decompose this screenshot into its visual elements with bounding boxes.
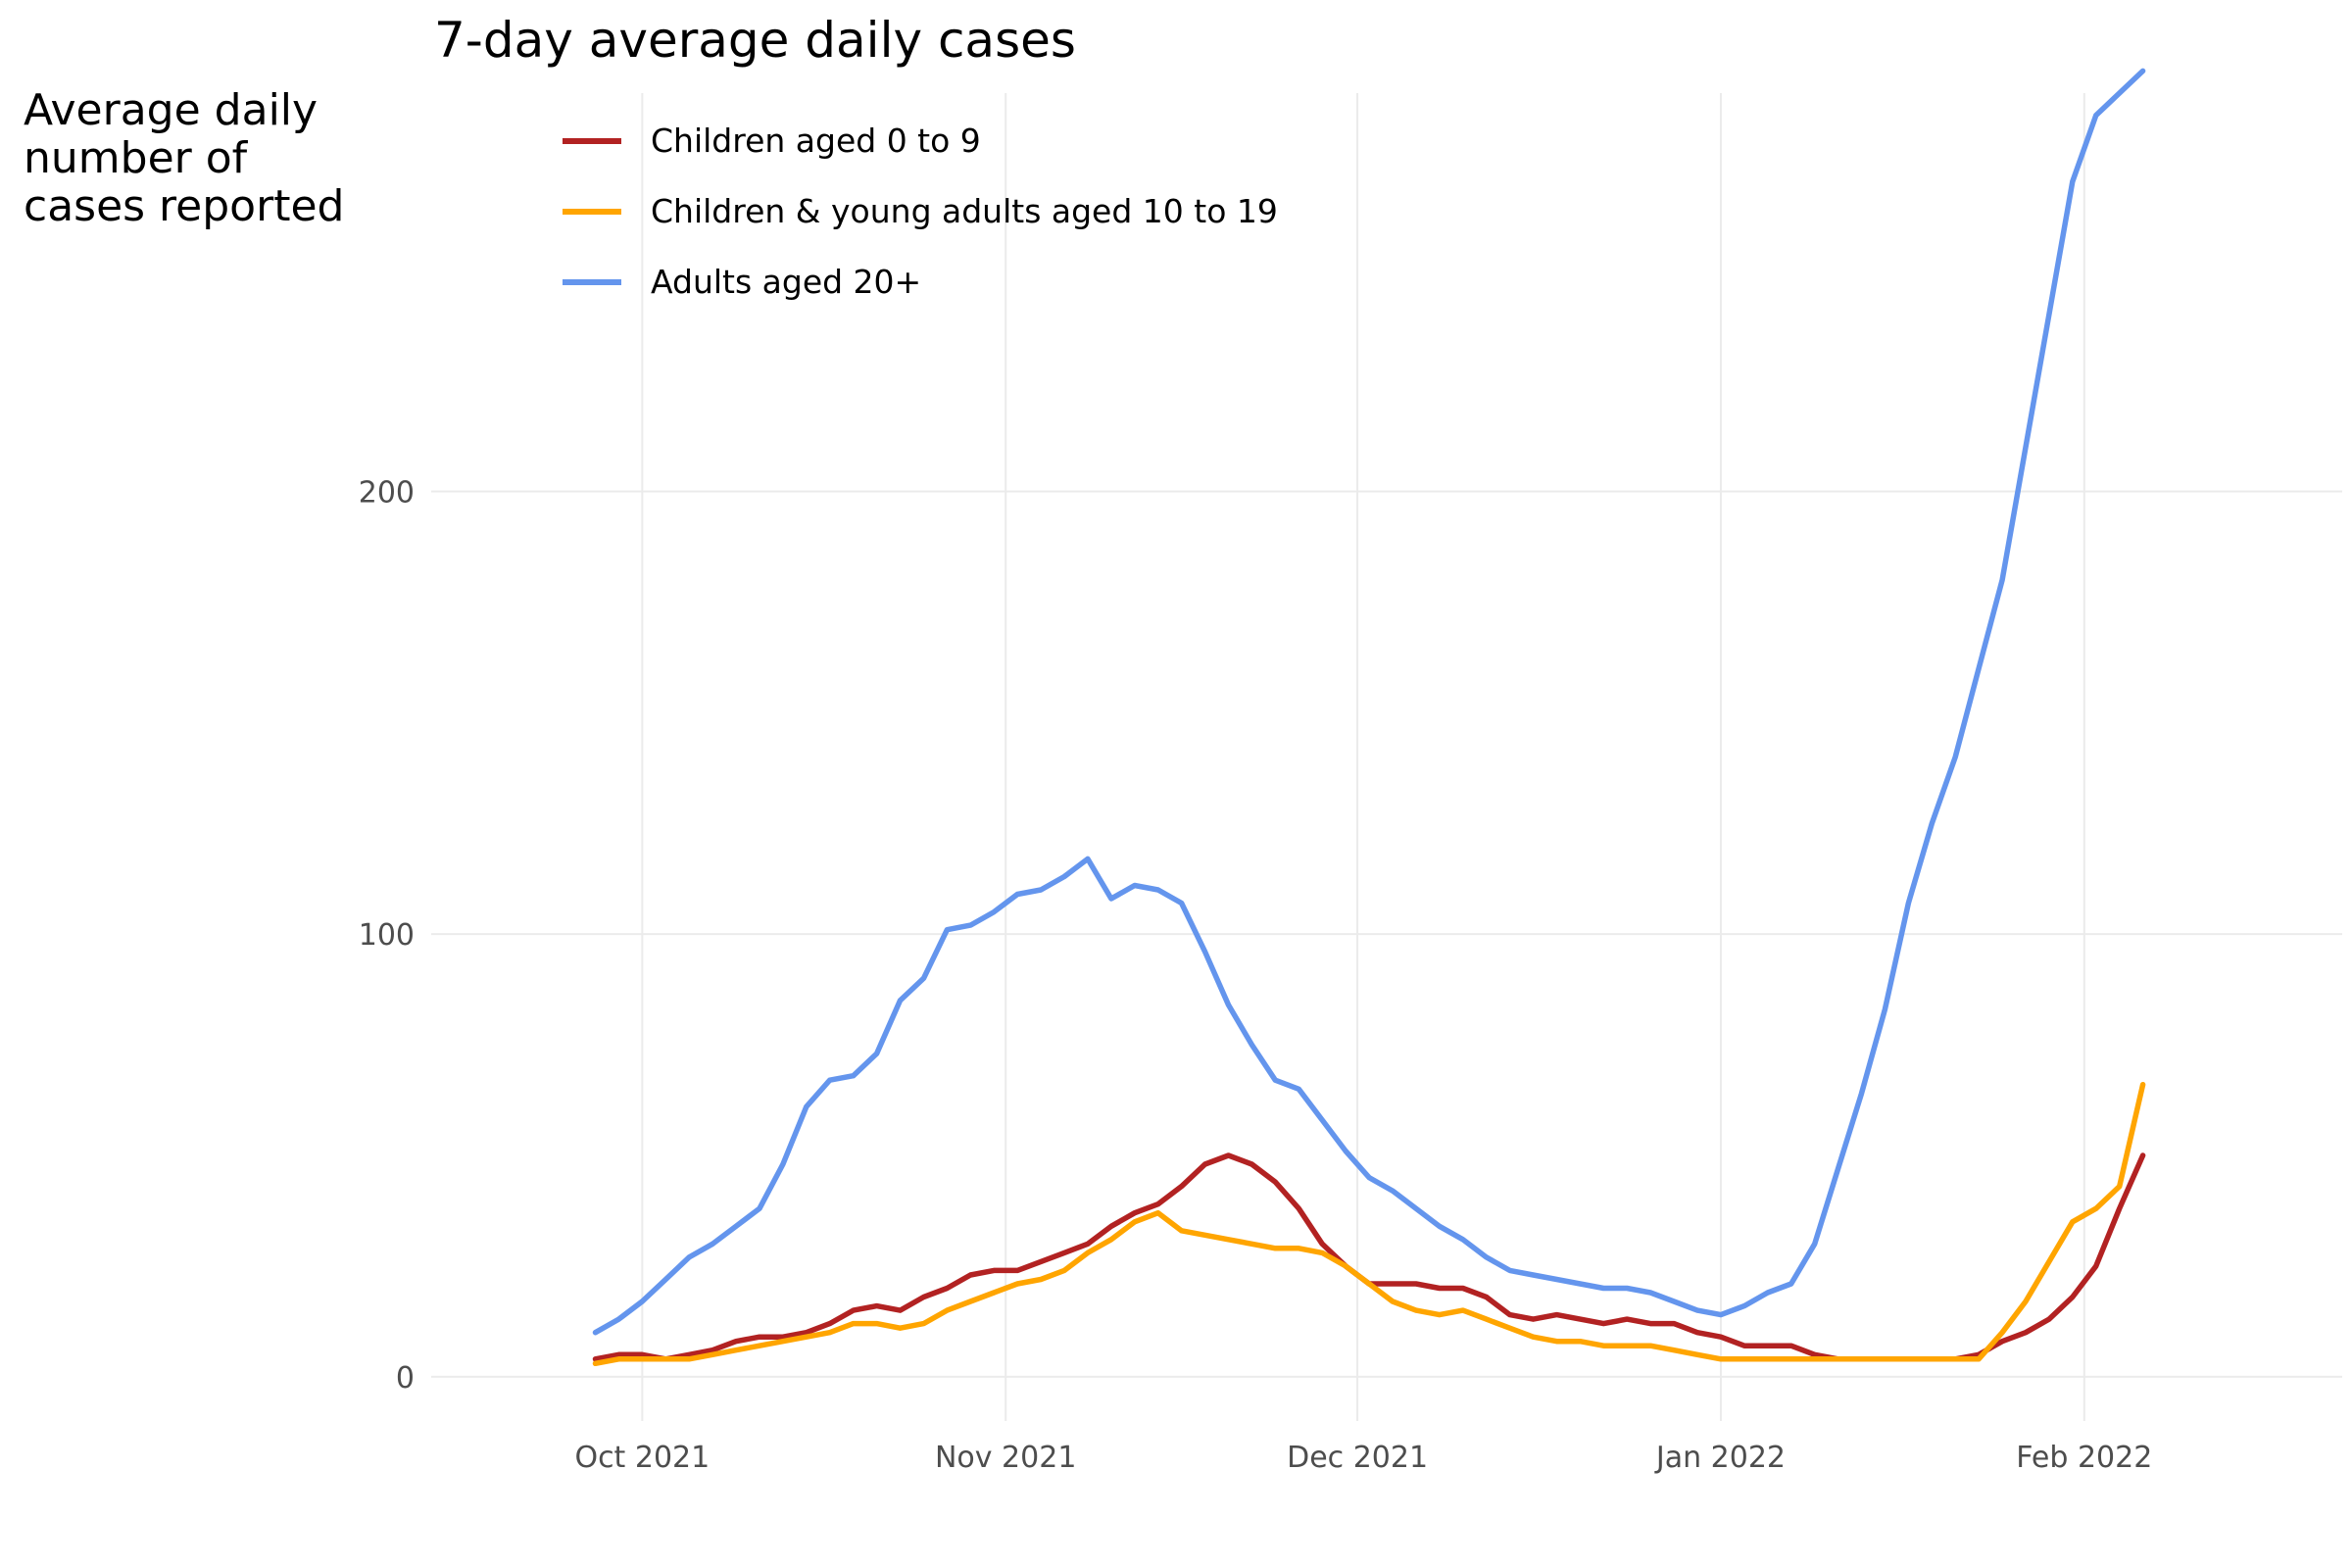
legend-label: Adults aged 20+ xyxy=(651,263,921,301)
x-gridlines xyxy=(641,93,2085,1421)
y-axis-label-line-1: Average daily xyxy=(24,85,318,135)
y-axis-label: Average daily number of cases reported xyxy=(24,85,344,231)
y-axis-tick-labels: 0 100 200 xyxy=(359,476,415,1396)
x-tick-label: Feb 2022 xyxy=(2016,1441,2152,1475)
legend-label: Children & young adults aged 10 to 19 xyxy=(651,192,1278,230)
y-tick-label: 200 xyxy=(359,476,415,511)
chart-title: 7-day average daily cases xyxy=(434,12,1076,69)
legend: Children aged 0 to 9 Children & young adu… xyxy=(563,122,1278,301)
x-tick-label: Dec 2021 xyxy=(1287,1441,1428,1475)
series-line-2 xyxy=(592,1081,2146,1367)
series-lines xyxy=(592,68,2146,1367)
x-tick-label: Jan 2022 xyxy=(1654,1441,1786,1475)
y-axis-label-line-3: cases reported xyxy=(24,181,344,231)
series-line-1 xyxy=(592,1152,2146,1362)
y-tick-label: 0 xyxy=(396,1361,415,1396)
y-tick-label: 100 xyxy=(359,918,415,953)
y-gridlines xyxy=(431,490,2342,1378)
series-line-3 xyxy=(592,68,2146,1336)
x-tick-label: Oct 2021 xyxy=(574,1441,710,1475)
x-axis-tick-labels: Oct 2021 Nov 2021 Dec 2021 Jan 2022 Feb 2022 xyxy=(574,1441,2152,1475)
x-tick-label: Nov 2021 xyxy=(935,1441,1076,1475)
legend-label: Children aged 0 to 9 xyxy=(651,122,981,160)
y-axis-label-line-2: number of xyxy=(24,133,249,183)
